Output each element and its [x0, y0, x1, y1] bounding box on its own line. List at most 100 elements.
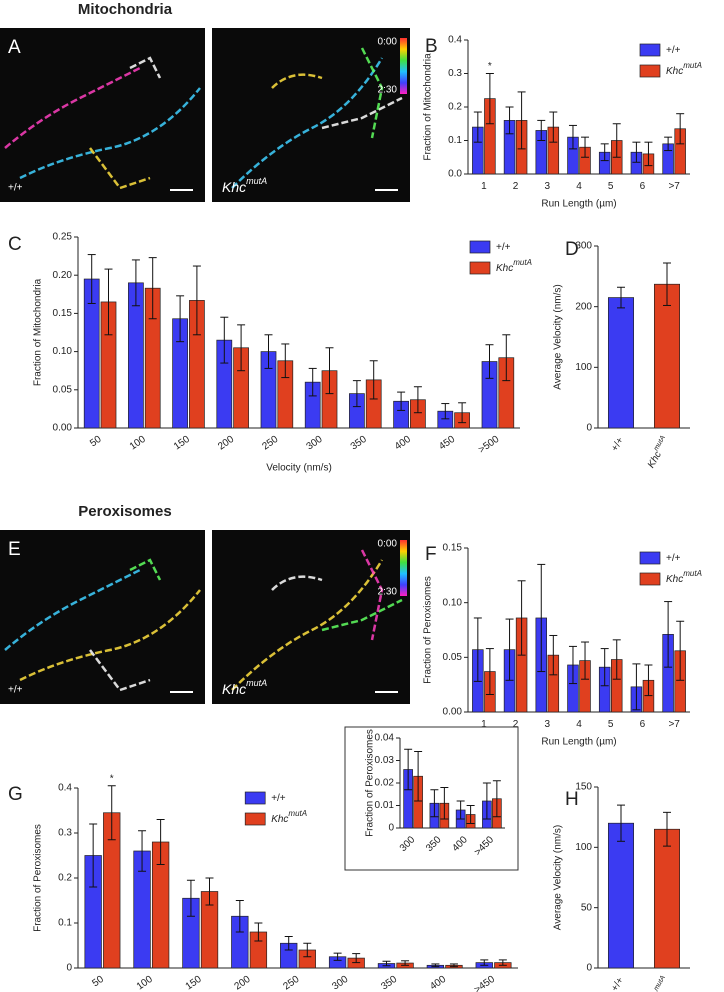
- micrograph-structures: [231, 549, 403, 691]
- structure: [4, 66, 141, 149]
- legend-swatch: [469, 261, 491, 275]
- error-bar: [663, 262, 671, 306]
- structure: [271, 73, 323, 89]
- error-bar: [413, 386, 422, 414]
- error-bar: [264, 334, 273, 369]
- error-bar: [186, 879, 195, 917]
- error-bar: [676, 113, 685, 145]
- error-bar: [441, 403, 450, 420]
- x-axis-label: Run Length (µm): [541, 737, 616, 748]
- x-tick-label: >500: [476, 433, 501, 455]
- colorbar-label: 2:30: [378, 587, 398, 598]
- structure: [129, 558, 162, 581]
- error-bar: [517, 91, 526, 150]
- structure: [4, 568, 141, 651]
- category-text: >7: [668, 181, 680, 192]
- y-axis-label: Fraction of Peroxisomes: [423, 576, 434, 684]
- y-tick-label: 0: [388, 823, 394, 834]
- inset-frame: [344, 726, 519, 871]
- error-bar: [414, 751, 423, 802]
- category-text: 400: [428, 973, 448, 992]
- error-bar: [485, 73, 494, 125]
- category-text: 1: [481, 719, 487, 730]
- error-bar: [502, 334, 511, 382]
- structure: [89, 147, 151, 190]
- x-tick-label: 350: [379, 973, 399, 992]
- category-text: 100: [135, 973, 155, 992]
- legend-label: KhcmutA: [271, 809, 307, 825]
- category-text: >450: [472, 973, 497, 992]
- category-text: >450: [472, 834, 496, 858]
- structure: [360, 47, 384, 139]
- legend-swatch: [639, 551, 661, 565]
- y-tick-label: 0.3: [448, 68, 462, 79]
- error-bar: [505, 106, 514, 135]
- legend-label: KhcmutA: [496, 258, 532, 274]
- error-bar: [89, 823, 98, 888]
- error-bar: [600, 648, 609, 687]
- legend-label: +/+: [271, 793, 286, 804]
- category-text: +/+: [609, 975, 626, 992]
- x-tick-label: 250: [281, 973, 301, 992]
- category-text: 200: [232, 973, 252, 992]
- legend-sup: mutA: [513, 258, 532, 267]
- error-bar: [600, 143, 609, 162]
- error-bar: [537, 563, 546, 673]
- error-bar: [205, 877, 214, 906]
- structure: [19, 589, 201, 682]
- x-tick-label: +/+: [609, 435, 626, 453]
- error-bar: [308, 367, 317, 397]
- error-bar: [612, 639, 621, 680]
- y-tick-label: 0.10: [53, 346, 73, 357]
- image-label: KhcmutA: [222, 176, 267, 194]
- error-bar: [192, 265, 201, 336]
- category-text: 50: [90, 973, 106, 989]
- category-text: 400: [393, 433, 413, 452]
- error-bar: [612, 123, 621, 158]
- structure: [89, 649, 151, 692]
- error-bar: [254, 922, 263, 942]
- error-bar: [664, 601, 673, 668]
- category-text: 350: [424, 834, 444, 854]
- error-bar: [176, 295, 185, 343]
- error-bar: [220, 316, 229, 364]
- category-text: 50: [88, 433, 104, 449]
- category-text: 6: [640, 719, 646, 730]
- x-tick-label: 5: [608, 181, 614, 192]
- micrograph: [212, 28, 410, 202]
- error-bar: [632, 141, 641, 163]
- x-tick-label: 300: [398, 834, 418, 854]
- error-bar: [131, 259, 140, 307]
- category-text: 350: [349, 433, 369, 452]
- x-tick-label: KhcmutA: [644, 434, 672, 470]
- error-bar: [676, 620, 685, 681]
- x-tick-label: 450: [437, 433, 457, 452]
- legend-swatch: [244, 791, 266, 805]
- panel-label: D: [565, 239, 579, 260]
- structure: [231, 57, 384, 189]
- x-tick-label: >450: [472, 973, 497, 992]
- colorbar-label: 0:00: [378, 539, 398, 550]
- x-tick-label: 100: [135, 973, 155, 992]
- x-tick-label: 1: [481, 719, 487, 730]
- micrograph: [212, 530, 410, 704]
- panel-label: G: [8, 784, 23, 805]
- legend-text: +/+: [666, 45, 681, 56]
- legend-swatch: [639, 64, 661, 78]
- error-bar: [456, 800, 465, 820]
- error-bar: [449, 963, 458, 968]
- y-tick-label: 0.0: [448, 169, 462, 180]
- y-tick-label: 0.20: [53, 270, 73, 281]
- structure: [19, 87, 201, 180]
- error-bar: [138, 830, 147, 872]
- legend-text: Khc: [666, 66, 683, 77]
- x-tick-label: >450: [472, 834, 496, 858]
- x-tick-label: 2: [513, 719, 519, 730]
- y-tick-label: 0.1: [58, 918, 72, 929]
- error-bar: [430, 789, 439, 818]
- x-tick-label: 350: [424, 834, 444, 854]
- error-bar: [644, 141, 653, 167]
- y-tick-label: 0: [66, 963, 72, 974]
- error-bar: [498, 959, 507, 966]
- legend-label: +/+: [666, 45, 681, 56]
